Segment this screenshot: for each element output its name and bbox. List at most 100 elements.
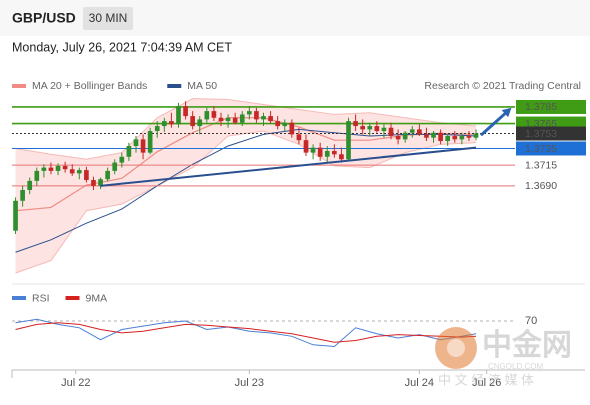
candle-body bbox=[431, 132, 436, 138]
x-tick-label: Jul 22 bbox=[61, 377, 90, 389]
candle-body bbox=[445, 136, 451, 142]
candle-body bbox=[332, 150, 337, 155]
candle-body bbox=[296, 134, 302, 141]
candle-body bbox=[119, 156, 125, 163]
candle-body bbox=[289, 122, 295, 135]
credit: Research © 2021 Trading Central bbox=[424, 80, 581, 92]
candle-body bbox=[190, 116, 195, 127]
candle-body bbox=[154, 126, 160, 132]
forecast-arrow bbox=[479, 110, 508, 137]
candle-body bbox=[197, 119, 203, 127]
candle-body bbox=[353, 121, 358, 127]
candle-body bbox=[140, 139, 146, 153]
legend-swatch bbox=[12, 84, 26, 88]
legend-swatch bbox=[65, 296, 80, 300]
candle-body bbox=[91, 180, 96, 186]
candle-body bbox=[268, 116, 273, 122]
timestamp: Monday, July 26, 2021 7:04:39 AM CET bbox=[12, 40, 232, 54]
rsi-line bbox=[15, 322, 477, 343]
candle-body bbox=[239, 114, 245, 123]
candle-body bbox=[62, 165, 68, 170]
candle-body bbox=[395, 136, 401, 140]
candle-body bbox=[34, 170, 40, 181]
watermark-site: CNGOLD.COM bbox=[488, 362, 543, 371]
candle-body bbox=[211, 111, 217, 118]
legend-swatch bbox=[12, 296, 26, 300]
level-box bbox=[516, 99, 586, 114]
candle-body bbox=[473, 133, 479, 138]
legend-label: RSI bbox=[32, 292, 50, 304]
candle-body bbox=[176, 106, 181, 125]
trendline bbox=[100, 146, 477, 187]
candle-body bbox=[27, 180, 33, 190]
candle-body bbox=[381, 127, 387, 132]
interval-badge[interactable] bbox=[83, 7, 133, 30]
candle-body bbox=[126, 145, 132, 157]
candle-body bbox=[367, 126, 373, 130]
watermark-tagline: 中 文 经 济 媒 体 bbox=[438, 372, 534, 387]
candle-body bbox=[76, 170, 82, 174]
level-box bbox=[516, 141, 586, 156]
bollinger-upper bbox=[15, 98, 477, 160]
level-box bbox=[516, 126, 586, 141]
candle-body bbox=[261, 116, 266, 120]
candle-body bbox=[69, 169, 75, 174]
candle-body bbox=[161, 121, 167, 127]
level-label: 1.3735 bbox=[525, 143, 557, 155]
candle-body bbox=[41, 167, 47, 171]
symbol: GBP/USD bbox=[12, 10, 76, 26]
candle-body bbox=[374, 126, 380, 132]
candle-body bbox=[98, 179, 103, 186]
candle-body bbox=[360, 126, 366, 130]
candle-body bbox=[218, 117, 224, 122]
candle-body bbox=[147, 131, 153, 153]
legend-label: 9MA bbox=[86, 292, 108, 304]
legend-label: MA 50 bbox=[187, 80, 217, 92]
candle-body bbox=[346, 121, 351, 160]
candle-body bbox=[133, 139, 139, 146]
candle-body bbox=[48, 167, 54, 171]
candle-body bbox=[183, 106, 188, 117]
candle-body bbox=[388, 127, 394, 137]
forecast-arrow-head bbox=[501, 107, 512, 118]
candle-body bbox=[13, 200, 18, 231]
candle-body bbox=[275, 121, 281, 127]
candles bbox=[13, 101, 479, 234]
candle-body bbox=[84, 170, 89, 181]
legend-swatch bbox=[167, 84, 182, 88]
candle-body bbox=[417, 129, 422, 135]
candle-body bbox=[452, 136, 458, 140]
level-label: 1.3785 bbox=[525, 101, 557, 113]
candle-body bbox=[169, 121, 174, 125]
watermark-logo-inner bbox=[447, 339, 465, 357]
rsi-line bbox=[15, 318, 477, 348]
candle-body bbox=[225, 117, 231, 122]
candle-body bbox=[402, 132, 408, 140]
candle-body bbox=[310, 147, 316, 153]
candle-body bbox=[105, 170, 110, 180]
candle-body bbox=[466, 136, 472, 138]
candle-body bbox=[424, 134, 429, 138]
x-tick-label: Jul 26 bbox=[472, 377, 501, 389]
legend-label: MA 20 + Bollinger Bands bbox=[32, 80, 147, 92]
y-tick-label: 70 bbox=[525, 315, 537, 327]
candle-body bbox=[339, 154, 344, 160]
ma-line bbox=[15, 128, 477, 253]
bollinger-fill bbox=[15, 98, 477, 274]
candle-body bbox=[409, 129, 415, 133]
interval[interactable]: 30 MIN bbox=[89, 11, 128, 25]
candle-body bbox=[324, 150, 330, 157]
candle-body bbox=[246, 111, 252, 115]
candle-body bbox=[438, 132, 443, 142]
candle-body bbox=[317, 147, 323, 157]
level-label: 1.3715 bbox=[525, 159, 557, 171]
x-tick-label: Jul 24 bbox=[405, 377, 434, 389]
candle-body bbox=[254, 111, 259, 120]
candle-body bbox=[204, 111, 210, 120]
candle-body bbox=[232, 117, 238, 123]
candle-body bbox=[55, 165, 61, 171]
